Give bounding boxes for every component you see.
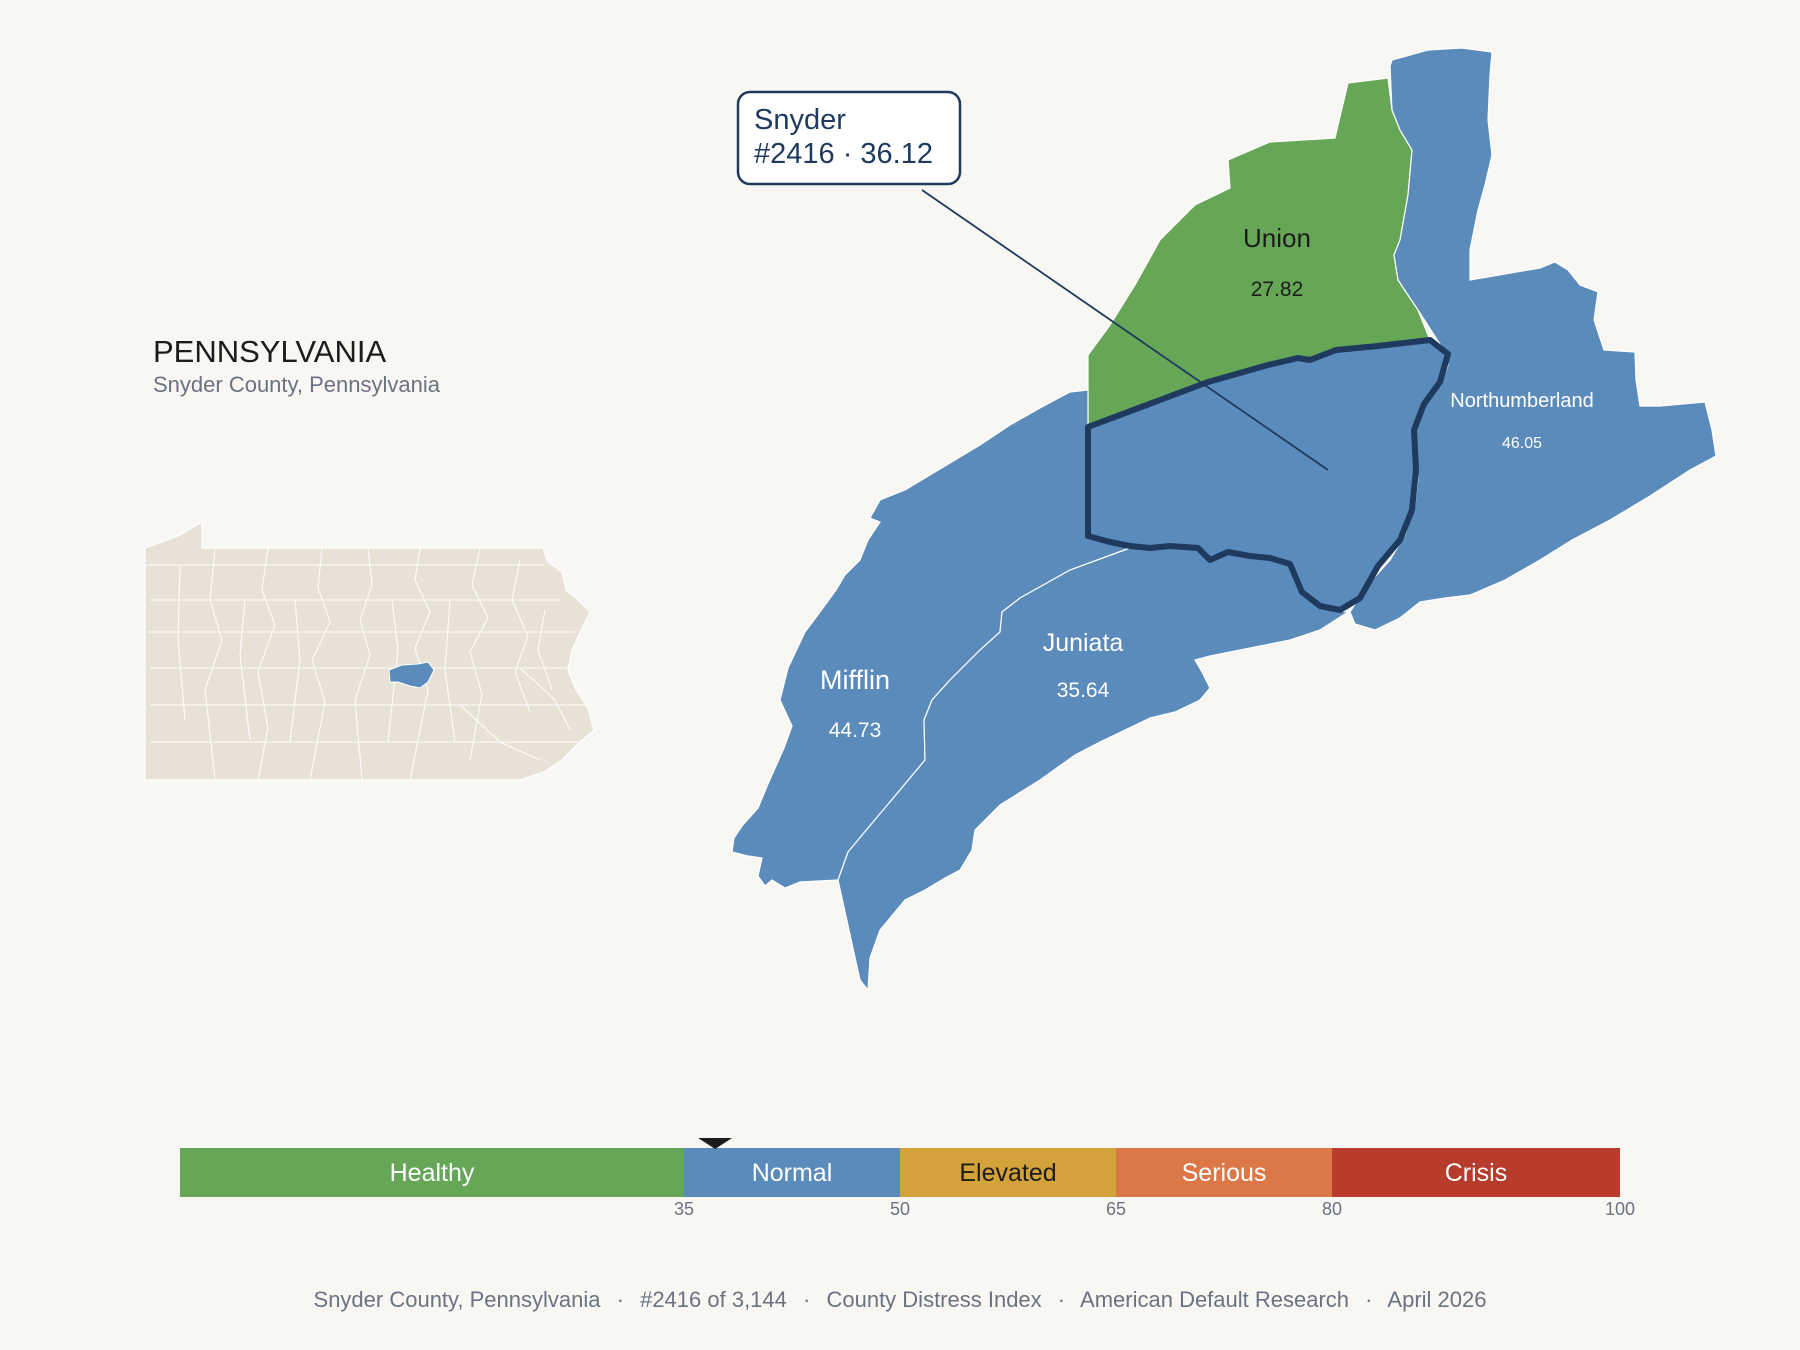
pennsylvania-shape	[144, 520, 595, 781]
county-snyder[interactable]	[1088, 340, 1448, 610]
footer-index: County Distress Index	[826, 1287, 1041, 1312]
distress-scale: Healthy Normal Elevated Serious Crisis 35 50 6…	[180, 1138, 1635, 1219]
county-label-juniata: Juniata 35.64	[1043, 629, 1124, 702]
scale-tick-label: 35	[674, 1199, 694, 1219]
footer-sep-3: ·	[1058, 1287, 1065, 1312]
snyder-outline[interactable]	[1085, 337, 1451, 613]
footer-date: April 2026	[1387, 1287, 1486, 1312]
footer-credits: Snyder County, Pennsylvania · #2416 of 3…	[314, 1287, 1487, 1312]
footer-sep-4: ·	[1365, 1287, 1372, 1312]
scale-tick-label: 100	[1605, 1199, 1635, 1219]
county-label-union: Union 27.82	[1243, 223, 1311, 301]
scale-band-label-normal: Normal	[752, 1159, 833, 1187]
main-map: Union 27.82 Northumberland 46.05 Juniata…	[731, 47, 1717, 992]
county-name-juniata: Juniata	[1043, 629, 1124, 657]
scale-band-healthy	[180, 1148, 684, 1197]
scale-bands: Healthy Normal Elevated Serious Crisis	[180, 1148, 1620, 1197]
county-value-juniata: 35.64	[1057, 679, 1110, 702]
scale-band-normal	[684, 1148, 900, 1197]
county-value-union: 27.82	[1251, 278, 1304, 301]
state-outline	[144, 520, 595, 781]
footer-sep-2: ·	[803, 1287, 810, 1312]
scale-band-elevated	[900, 1148, 1116, 1197]
county-value-mifflin: 44.73	[829, 719, 882, 742]
callout-box	[736, 90, 962, 186]
footer-sep-1: ·	[617, 1287, 624, 1312]
scale-band-label-crisis: Crisis	[1445, 1159, 1508, 1187]
footer-source: American Default Research	[1080, 1287, 1349, 1312]
scale-band-label-serious: Serious	[1182, 1159, 1267, 1187]
callout-title: Snyder	[754, 104, 846, 136]
scale-tick-label: 50	[890, 1199, 910, 1219]
county-name-union: Union	[1243, 223, 1311, 253]
scale-band-serious	[1116, 1148, 1332, 1197]
state-inset: PENNSYLVANIA Snyder County, Pennsylvania	[144, 334, 595, 781]
scale-band-label-healthy: Healthy	[390, 1159, 475, 1187]
callout-rank-value: #2416 · 36.12	[754, 138, 933, 170]
inset-subtitle: Snyder County, Pennsylvania	[153, 372, 441, 397]
county-label-mifflin: Mifflin 44.73	[820, 665, 890, 742]
callout-leader-line	[921, 189, 1329, 471]
callout: Snyder #2416 · 36.12	[736, 90, 1329, 471]
scale-marker-icon	[698, 1138, 733, 1149]
footer-county: Snyder County, Pennsylvania	[314, 1287, 602, 1312]
county-name-northumberland: Northumberland	[1450, 390, 1593, 412]
scale-ticks: 35 50 65 80 100	[674, 1199, 1635, 1219]
scale-band-label-elevated: Elevated	[959, 1159, 1056, 1187]
scale-tick-label: 65	[1106, 1199, 1126, 1219]
footer-rank: #2416 of 3,144	[640, 1287, 787, 1312]
county-grid-lines	[145, 547, 588, 781]
scale-tick-label: 80	[1322, 1199, 1342, 1219]
scale-band-crisis	[1332, 1148, 1620, 1197]
state-label: PENNSYLVANIA	[153, 334, 386, 369]
county-name-mifflin: Mifflin	[820, 665, 890, 695]
county-value-northumberland: 46.05	[1502, 435, 1542, 452]
inset-highlight-snyder	[388, 661, 435, 689]
county-label-northumberland: Northumberland 46.05	[1450, 390, 1593, 452]
